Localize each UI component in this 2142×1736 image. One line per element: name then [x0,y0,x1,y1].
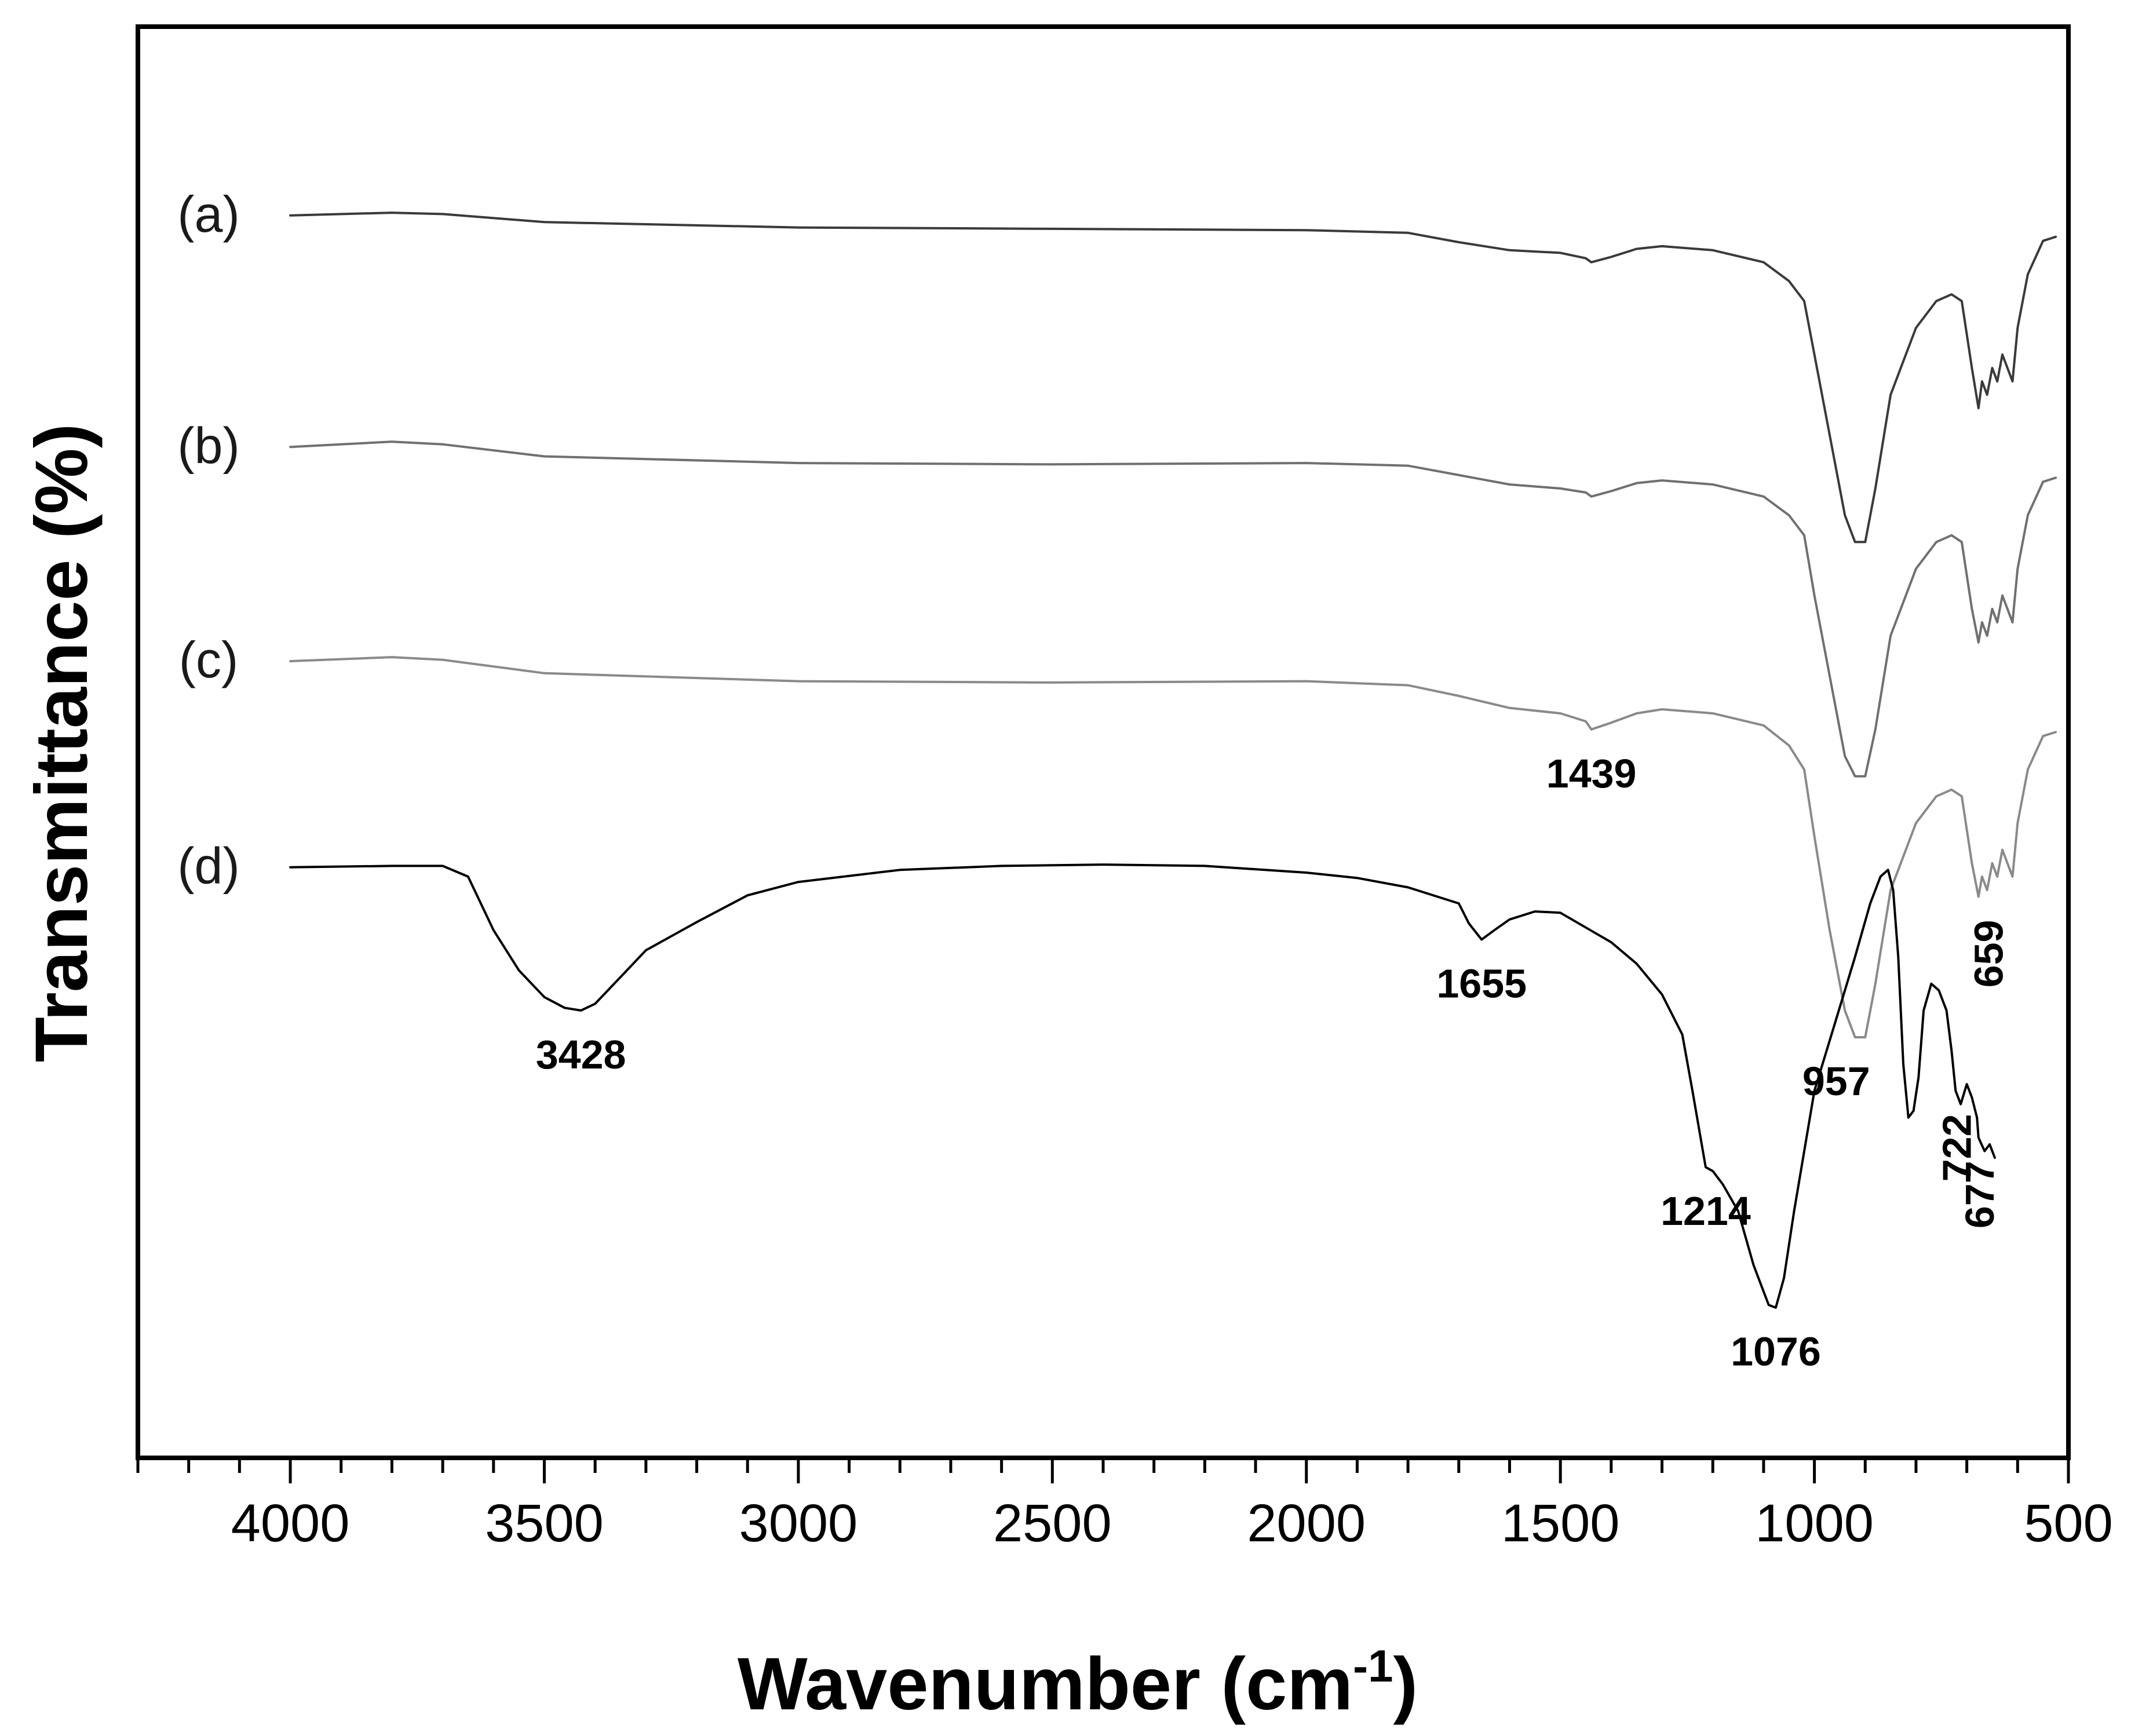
peak-label: 3428 [536,1032,626,1077]
x-tick-label: 2000 [1247,1494,1366,1553]
series-line-c [289,656,2057,1039]
series-line-d [289,863,1996,1309]
plot-frame [136,24,2071,1460]
peak-label: 722 [1934,1114,1979,1182]
x-axis-ticks [136,1458,2070,1483]
x-axis-title-superscript: -1 [1353,1640,1393,1691]
series-label-d: (d) [177,837,240,895]
peak-label: 659 [1966,920,2012,988]
x-tick-label: 3500 [485,1494,604,1553]
series-label-b: (b) [177,417,240,474]
series-labels: (a) (b) (c) (d) [177,185,240,895]
x-tick-label: 1500 [1501,1494,1620,1553]
peak-label: 1076 [1731,1329,1821,1374]
series-line-b [289,440,2057,778]
peak-label: 1655 [1436,961,1527,1006]
x-tick-label: 4000 [231,1494,350,1553]
peak-label: 1439 [1546,751,1637,796]
x-tick-label: 500 [2024,1494,2113,1553]
series-line-a [289,211,2057,544]
x-axis-title: Wavenumber (cm-1) [738,1640,1418,1726]
peak-label: 677 [1957,1161,2002,1228]
x-tick-label: 3000 [739,1494,858,1553]
x-tick-label: 1000 [1755,1494,1874,1553]
spectrum-traces [289,211,2057,1309]
series-label-c: (c) [179,631,239,688]
x-tick-label: 2500 [993,1494,1112,1553]
x-axis-tick-labels: 4000 3500 3000 2500 2000 1500 1000 500 [231,1494,2113,1553]
y-axis-title: Transmittance (%) [20,424,103,1063]
x-axis-title-close: ) [1393,1643,1418,1726]
peak-label: 1214 [1661,1188,1751,1234]
peak-label: 957 [1802,1059,1870,1104]
x-axis-title-text: Wavenumber (cm [738,1643,1353,1726]
series-label-a: (a) [177,185,240,243]
